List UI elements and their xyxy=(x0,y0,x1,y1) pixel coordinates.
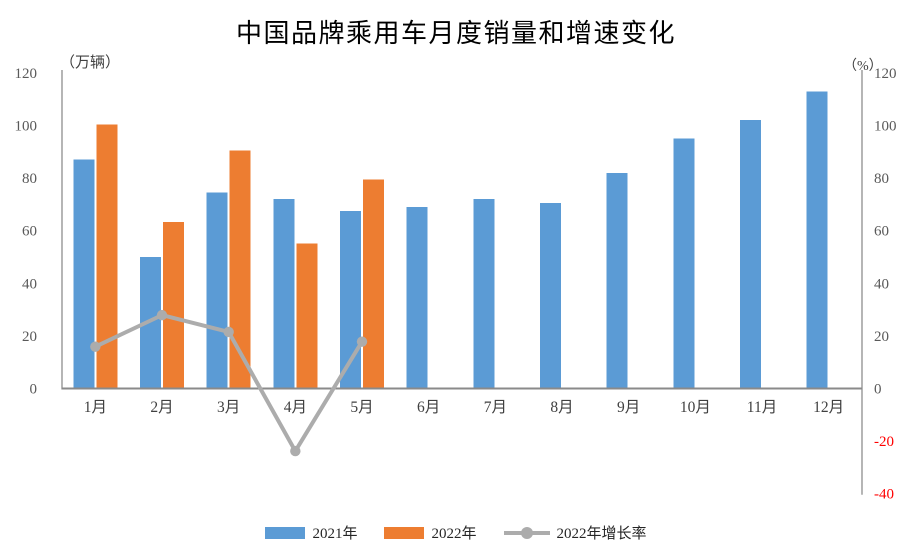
x-label-10月: 10月 xyxy=(680,399,711,416)
legend-label-growth-rate: 2022年增长率 xyxy=(556,526,647,542)
y-right-tick-0: 0 xyxy=(874,382,882,398)
y-left-tick-120: 120 xyxy=(15,66,38,82)
growth-point-1月 xyxy=(90,341,101,352)
x-label-11月: 11月 xyxy=(747,399,777,416)
x-label-2月: 2月 xyxy=(150,399,173,416)
bar-2022年-3月 xyxy=(229,150,251,388)
bar-2022年-4月 xyxy=(296,243,318,388)
y-left-tick-40: 40 xyxy=(22,276,37,292)
bar-2021年-10月 xyxy=(673,138,695,388)
left-axis-unit-label: （万辆） xyxy=(60,54,120,71)
right-axis-unit-label: （%） xyxy=(843,58,883,74)
legend-label-2021: 2021年 xyxy=(312,526,358,542)
bar-2021年-4月 xyxy=(273,199,295,388)
y-left-tick-20: 20 xyxy=(22,329,37,345)
bar-2021年-12月 xyxy=(806,91,828,388)
chart-legend: 2021年 2022年 2022年增长率 xyxy=(0,522,912,543)
x-label-5月: 5月 xyxy=(350,399,373,416)
x-label-9月: 9月 xyxy=(617,399,640,416)
growth-point-4月 xyxy=(290,445,301,457)
bar-2021年-9月 xyxy=(606,172,628,388)
x-label-1月: 1月 xyxy=(84,399,107,416)
y-right-tick--20: -20 xyxy=(874,434,894,450)
bar-2021年-3月 xyxy=(206,192,228,388)
x-label-8月: 8月 xyxy=(550,399,573,416)
y-right-tick-80: 80 xyxy=(874,171,889,187)
legend-item-growth-rate: 2022年增长率 xyxy=(503,522,647,543)
legend-swatch-2022-icon xyxy=(384,526,425,539)
legend-swatch-2021-icon xyxy=(265,526,306,539)
y-right-tick-40: 40 xyxy=(874,276,889,292)
bar-2021年-6月 xyxy=(406,207,428,388)
y-right-tick-60: 60 xyxy=(874,224,889,240)
growth-point-3月 xyxy=(223,326,234,338)
y-right-tick-20: 20 xyxy=(874,329,889,345)
bar-2021年-8月 xyxy=(540,203,561,388)
bar-2021年-1月 xyxy=(73,159,95,388)
x-label-3月: 3月 xyxy=(217,399,240,416)
chart-title: 中国品牌乘用车月度销量和增速变化 xyxy=(235,19,676,48)
x-label-7月: 7月 xyxy=(484,399,507,416)
y-right-tick--40: -40 xyxy=(874,487,894,503)
y-left-tick-80: 80 xyxy=(22,171,37,187)
bar-2021年-11月 xyxy=(740,120,761,388)
bar-2021年-7月 xyxy=(473,199,495,388)
bar-2022年-2月 xyxy=(163,221,184,388)
legend-label-2022: 2022年 xyxy=(431,526,477,542)
x-label-4月: 4月 xyxy=(284,399,307,416)
x-label-12月: 12月 xyxy=(813,399,844,416)
y-right-tick-100: 100 xyxy=(874,119,897,135)
legend-line-marker-icon xyxy=(503,526,550,539)
y-left-tick-0: 0 xyxy=(30,382,38,398)
x-label-6月: 6月 xyxy=(417,399,440,416)
legend-item-2022: 2022年 xyxy=(384,522,477,543)
legend-item-2021: 2021年 xyxy=(265,522,357,543)
growth-point-5月 xyxy=(356,336,368,347)
y-left-tick-60: 60 xyxy=(22,224,37,240)
bar-2022年-5月 xyxy=(363,179,384,388)
bar-2022年-1月 xyxy=(96,124,118,388)
y-right-tick-120: 120 xyxy=(874,66,897,82)
bar-2021年-5月 xyxy=(340,210,361,388)
y-left-tick-100: 100 xyxy=(15,119,38,135)
growth-point-2月 xyxy=(156,309,168,321)
